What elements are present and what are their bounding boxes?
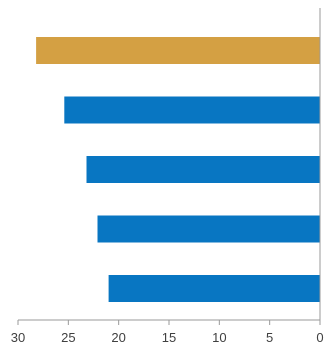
bar-3 bbox=[86, 156, 320, 183]
x-tick-label: 15 bbox=[162, 330, 176, 345]
x-tick-label: 10 bbox=[212, 330, 226, 345]
bar-5 bbox=[108, 275, 320, 302]
x-axis-ticks: 30 25 20 15 10 5 0 bbox=[11, 320, 324, 345]
x-tick-label: 5 bbox=[266, 330, 273, 345]
x-tick-label: 0 bbox=[316, 330, 323, 345]
bar-4 bbox=[97, 215, 320, 243]
x-tick-label: 20 bbox=[111, 330, 125, 345]
bar-1 bbox=[36, 37, 320, 64]
bars-group bbox=[36, 37, 320, 302]
x-tick-label: 25 bbox=[61, 330, 75, 345]
bar-2 bbox=[64, 96, 320, 124]
x-tick-label: 30 bbox=[11, 330, 25, 345]
